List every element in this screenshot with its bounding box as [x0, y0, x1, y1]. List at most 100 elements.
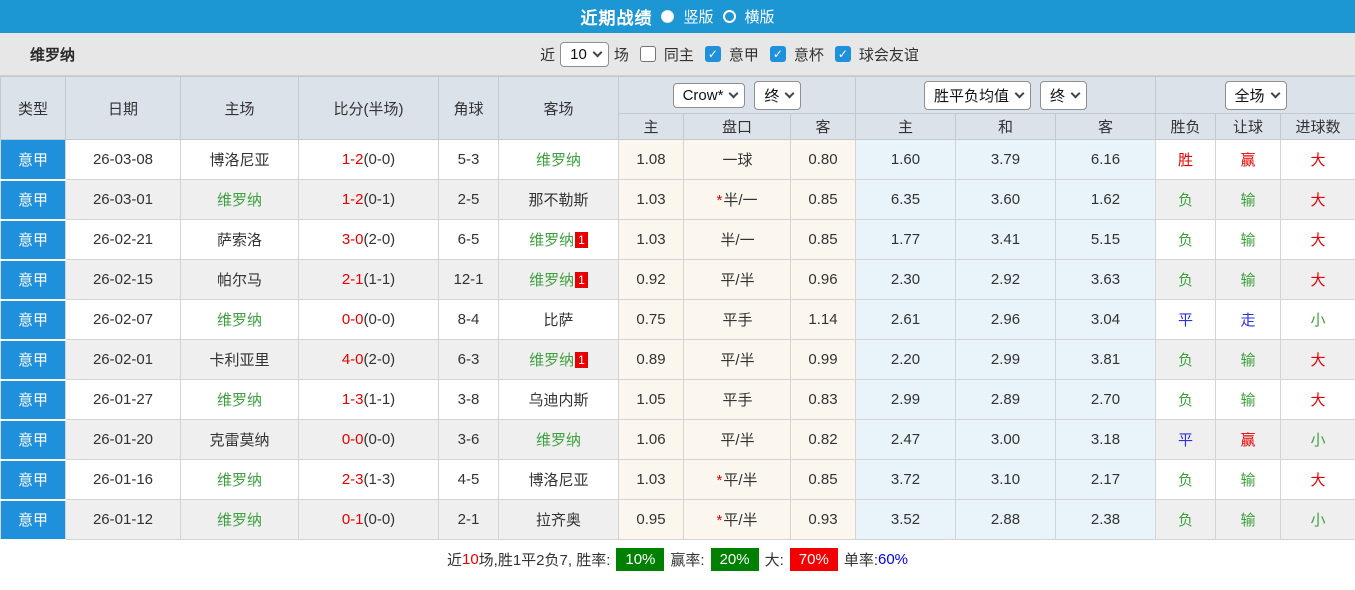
score-column-header: 比分(半场)	[298, 76, 439, 140]
handicap-value: 半/一	[720, 232, 755, 249]
avg-away-value: 6.16	[1055, 139, 1157, 180]
league-badge: 意甲	[0, 499, 66, 541]
match-date: 26-02-07	[65, 299, 181, 340]
league-badge: 意甲	[0, 179, 66, 221]
team-name: 维罗纳	[30, 46, 76, 64]
let-ball-cell: 赢	[1215, 419, 1282, 460]
avg-away-value: 3.81	[1055, 339, 1157, 380]
avg-away-value: 3.04	[1055, 299, 1157, 340]
away-team[interactable]: 乌迪内斯	[528, 392, 589, 409]
same-home-checkbox[interactable]	[639, 46, 656, 62]
friendly-checkbox[interactable]	[834, 46, 851, 62]
odds-company-select[interactable]: Crow*	[672, 82, 746, 108]
card-badge: 1	[575, 352, 588, 368]
home-team[interactable]: 维罗纳	[216, 392, 262, 409]
odds-home-value: 1.05	[618, 379, 684, 420]
let-ball-cell: 输	[1215, 179, 1282, 220]
home-team[interactable]: 卡利亚里	[209, 352, 270, 369]
fulltime-score: 0-1	[341, 511, 364, 528]
table-row: 意甲 26-01-20 克雷莫纳 0-0(0-0) 3-6 维罗纳 1.06 平…	[0, 419, 1355, 461]
away-team[interactable]: 拉齐奥	[535, 512, 581, 529]
league-badge: 意甲	[0, 299, 66, 341]
avg-home-value: 2.30	[855, 259, 957, 300]
home-team-cell: 克雷莫纳	[180, 419, 299, 460]
away-team[interactable]: 博洛尼亚	[528, 472, 589, 489]
home-team[interactable]: 维罗纳	[216, 512, 262, 529]
goals-cell: 大	[1280, 339, 1355, 380]
let-ball-cell: 输	[1215, 499, 1282, 540]
result-cell: 平	[1155, 299, 1217, 340]
home-team[interactable]: 博洛尼亚	[209, 152, 270, 169]
home-team-cell: 维罗纳	[180, 499, 299, 540]
recent-count-select[interactable]: 10	[560, 41, 609, 67]
avg-type-select[interactable]: 胜平负均值	[924, 80, 1032, 110]
avg-home-header: 主	[855, 113, 957, 140]
win-rate-badge: 10%	[616, 548, 665, 571]
goals-cell: 大	[1280, 179, 1355, 220]
single-label: 单率:	[843, 552, 878, 569]
home-team[interactable]: 帕尔马	[216, 272, 262, 289]
odds-home-value: 0.89	[618, 339, 684, 380]
home-team[interactable]: 维罗纳	[216, 192, 262, 209]
home-team[interactable]: 维罗纳	[216, 312, 262, 329]
table-row: 意甲 26-01-27 维罗纳 1-3(1-1) 3-8 乌迪内斯 1.05 平…	[0, 379, 1355, 421]
away-team[interactable]: 维罗纳	[529, 272, 575, 289]
away-team[interactable]: 维罗纳	[535, 432, 581, 449]
big-label: 大:	[764, 552, 784, 569]
goals-cell: 大	[1280, 219, 1355, 260]
avg-stage-select[interactable]: 终	[1040, 80, 1088, 110]
goals-cell: 小	[1280, 499, 1355, 540]
big-rate-badge: 70%	[789, 548, 838, 571]
home-team[interactable]: 维罗纳	[216, 472, 262, 489]
single-rate-value: 60%	[877, 551, 909, 568]
summary-text: 场,胜1平2负7, 胜率:	[478, 552, 611, 569]
away-team[interactable]: 维罗纳	[529, 352, 575, 369]
goals-value: 大	[1310, 352, 1326, 369]
serie-a-checkbox[interactable]	[704, 46, 721, 62]
horizontal-layout-label[interactable]: 横版	[744, 9, 775, 26]
league-badge: 意甲	[0, 219, 66, 261]
corner-column-header: 角球	[438, 76, 499, 140]
score-cell: 1-3(1-1)	[298, 379, 439, 420]
odds-stage-select[interactable]: 终	[754, 80, 802, 110]
odds-away-value: 0.80	[789, 139, 857, 180]
table-row: 意甲 26-02-21 萨索洛 3-0(2-0) 6-5 维罗纳 1 1.03 半…	[0, 219, 1355, 261]
score-cell: 1-2(0-0)	[298, 139, 439, 180]
away-team[interactable]: 维罗纳	[529, 232, 575, 249]
let-ball-cell: 输	[1215, 219, 1282, 260]
away-team[interactable]: 维罗纳	[535, 152, 581, 169]
handicap-cell: *半/一	[683, 179, 791, 220]
avg-home-value: 2.99	[855, 379, 957, 420]
card-badge: 1	[575, 232, 588, 248]
league-badge: 意甲	[0, 139, 66, 181]
away-team[interactable]: 比萨	[543, 312, 574, 329]
goals-cell: 大	[1280, 379, 1355, 420]
avg-home-value: 1.77	[855, 219, 957, 260]
score-cell: 0-0(0-0)	[298, 299, 439, 340]
away-team-cell: 维罗纳 1	[498, 219, 619, 260]
avg-away-value: 2.38	[1055, 499, 1157, 540]
away-team-cell: 博洛尼亚	[498, 459, 619, 500]
result-value: 平	[1178, 312, 1194, 329]
table-row: 意甲 26-02-15 帕尔马 2-1(1-1) 12-1 维罗纳 1 0.92 …	[0, 259, 1355, 301]
avg-away-value: 1.62	[1055, 179, 1157, 220]
home-team-cell: 维罗纳	[180, 179, 299, 220]
avg-draw-value: 3.00	[955, 419, 1057, 460]
odds-away-value: 0.83	[789, 379, 857, 420]
let-ball-value: 输	[1240, 512, 1256, 529]
result-cell: 负	[1155, 379, 1217, 420]
result-cell: 胜	[1155, 139, 1217, 180]
home-team[interactable]: 克雷莫纳	[209, 432, 270, 449]
vertical-layout-label[interactable]: 竖版	[683, 9, 714, 26]
away-team-cell: 维罗纳 1	[498, 339, 619, 380]
home-column-header: 主场	[180, 76, 299, 140]
home-team[interactable]: 萨索洛	[216, 232, 262, 249]
italy-cup-checkbox[interactable]	[769, 46, 786, 62]
vertical-layout-radio[interactable]	[661, 10, 675, 23]
scope-select[interactable]: 全场	[1224, 80, 1287, 110]
title-bar: 近期战绩 竖版 横版	[0, 0, 1355, 33]
handicap-value: 平手	[722, 312, 753, 329]
away-team[interactable]: 那不勒斯	[528, 192, 589, 209]
horizontal-layout-radio[interactable]	[722, 10, 736, 23]
halftime-score: (0-0)	[363, 151, 396, 168]
